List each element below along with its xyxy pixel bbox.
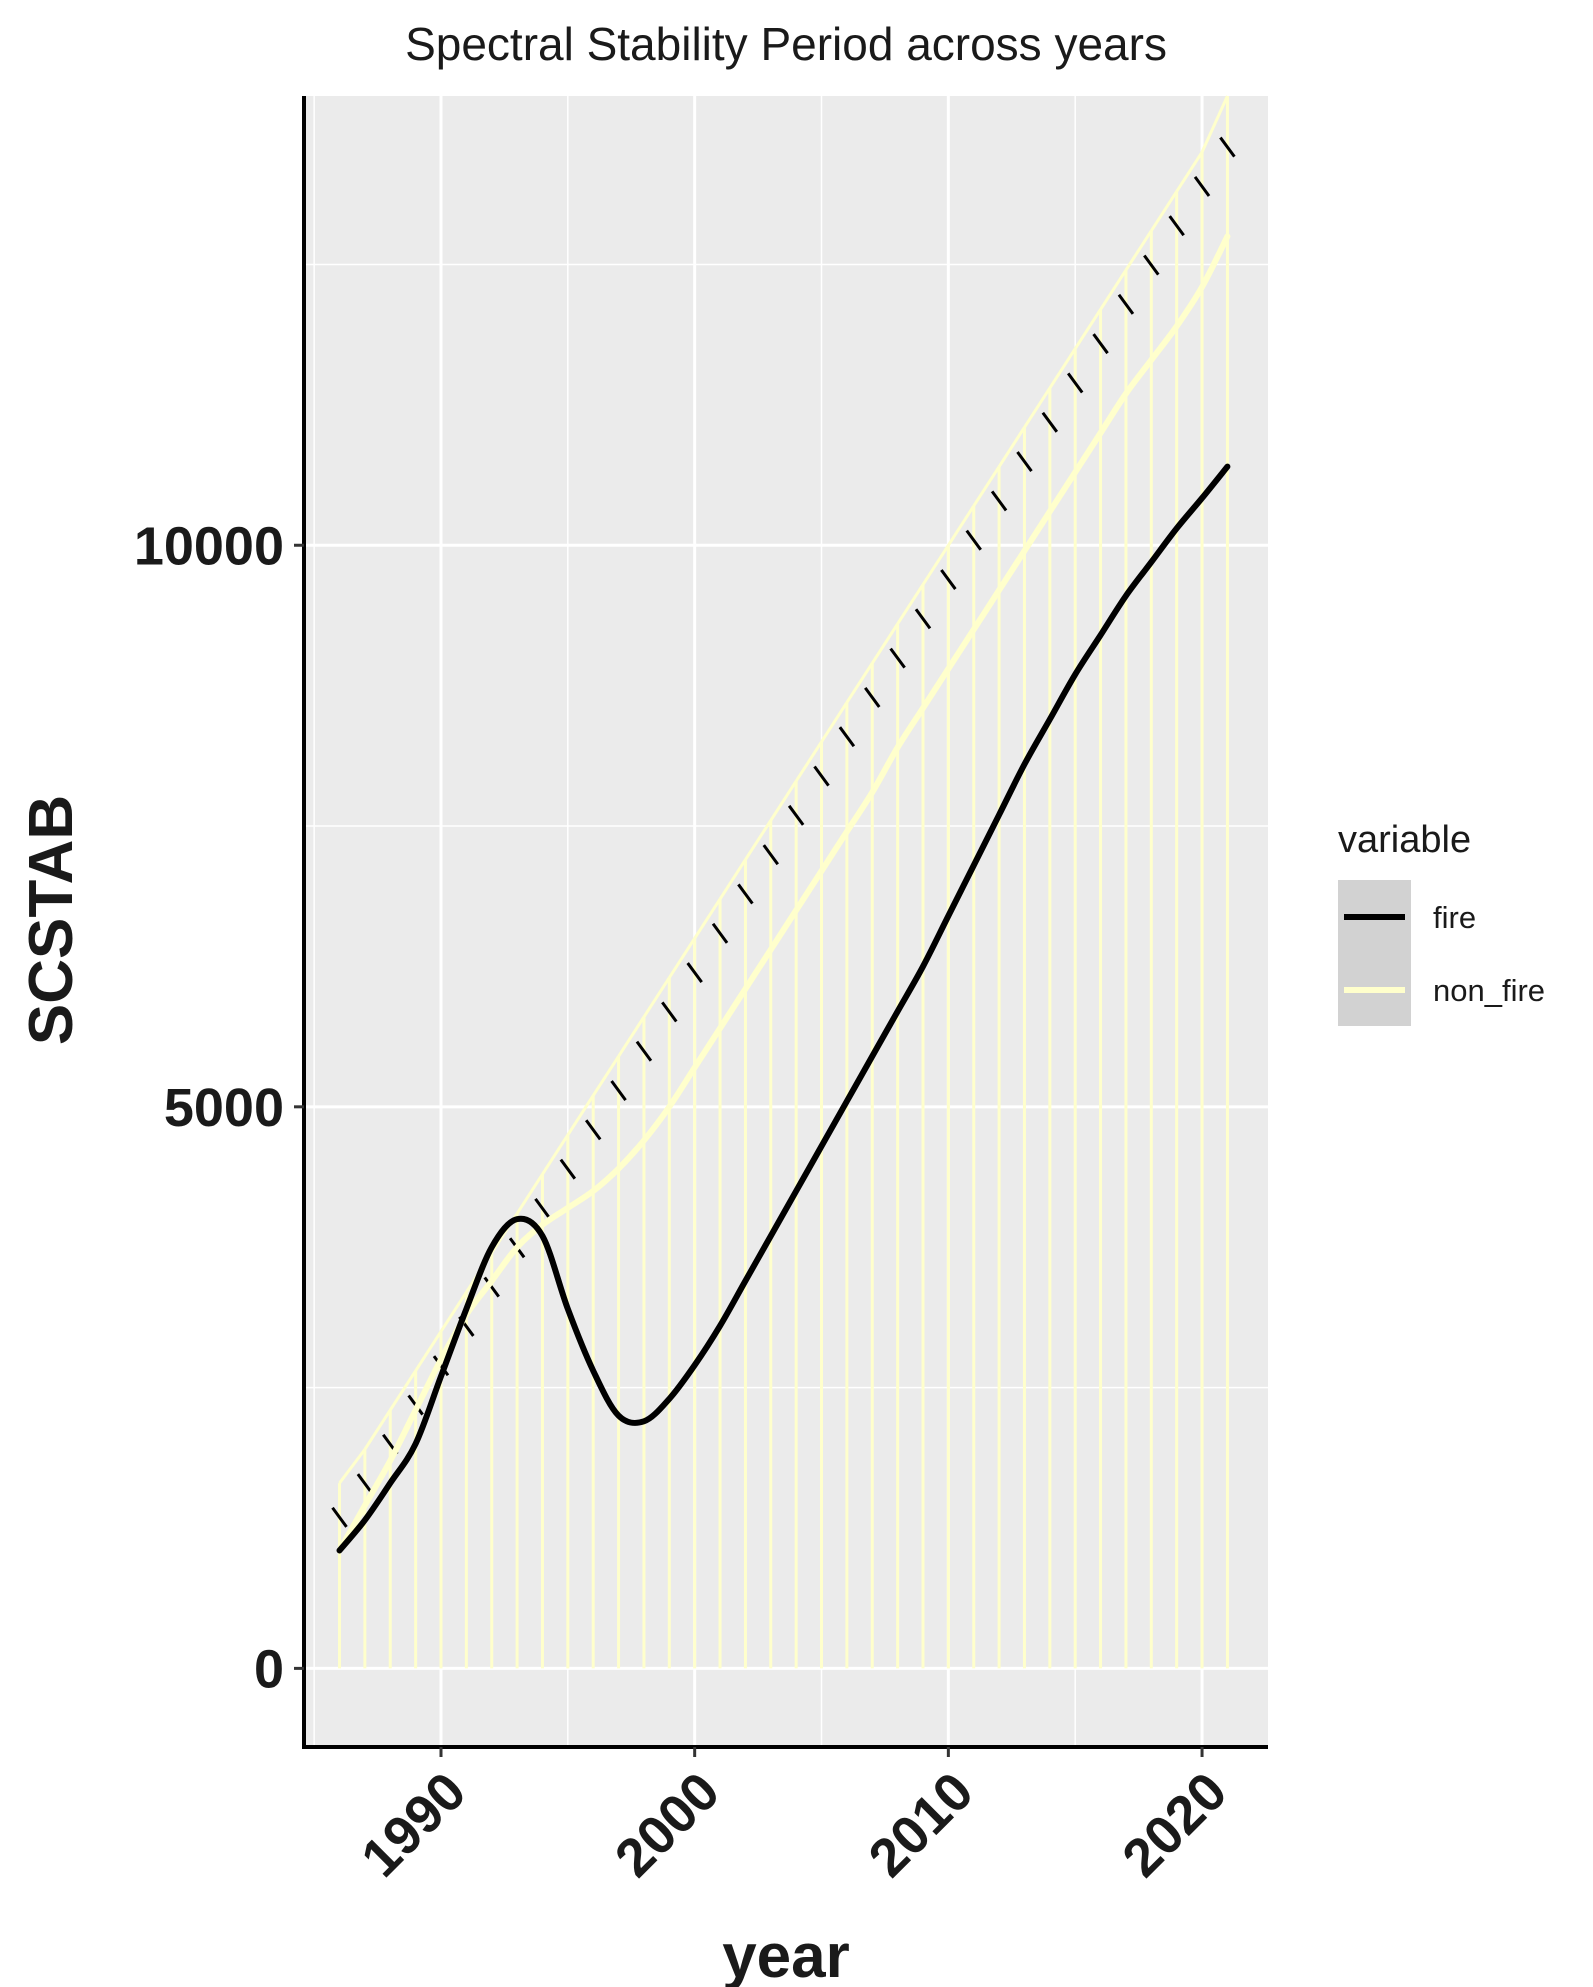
non-fire-bar-edge — [693, 898, 722, 940]
x-tick-label: 2010 — [857, 1761, 984, 1888]
fire-tick — [1168, 215, 1185, 237]
fire-tick — [559, 1158, 577, 1180]
fire-tick — [1117, 293, 1135, 315]
fire-ticks — [331, 136, 1236, 1528]
non-fire-bar-edge — [947, 505, 975, 547]
legend-title: variable — [1338, 819, 1471, 861]
fire-tick — [787, 804, 805, 826]
fire-tick — [940, 569, 957, 590]
non-fire-bar-edge — [338, 1448, 367, 1484]
non-fire-bar-edge — [896, 583, 925, 625]
non-fire-bar-edge — [414, 1330, 443, 1372]
fire-tick — [331, 1506, 348, 1528]
y-ticks: 0 5000 10000 — [134, 516, 304, 1699]
non-fire-bar-edge — [668, 937, 696, 979]
fire-tick — [737, 883, 754, 905]
fire-tick — [914, 608, 932, 630]
non-fire-bar-edge — [566, 1094, 595, 1136]
non-fire-bar-edge — [388, 1369, 417, 1411]
non-fire-bar-edge — [921, 544, 950, 586]
non-fire-bar-edge — [1175, 151, 1204, 193]
legend-label-non-fire: non_fire — [1433, 973, 1545, 1008]
y-tick-label: 0 — [254, 1639, 284, 1699]
x-tick-label: 2020 — [1111, 1761, 1238, 1888]
non-fire-bar-edge — [1023, 387, 1052, 429]
series-line-fire — [336, 463, 1231, 1554]
non-fire-bar-edge — [541, 1134, 570, 1176]
non-fire-bar-edge — [769, 780, 798, 822]
legend: variable fire non_fire — [1338, 819, 1545, 1026]
non-fire-bar-edge — [972, 465, 1001, 507]
non-fire-bar-edge — [363, 1409, 392, 1451]
fire-tick — [1016, 451, 1033, 473]
non-fire-bar-edge — [1200, 95, 1229, 153]
legend-key-bg — [1338, 880, 1411, 1026]
fire-tick — [965, 529, 982, 551]
non-fire-bar-edge — [591, 1055, 620, 1097]
non-fire-bar-edge — [617, 1016, 646, 1058]
non-fire-bar-edge — [515, 1173, 544, 1215]
fire-tick — [610, 1080, 627, 1101]
fire-tick — [711, 922, 729, 944]
fire-tick — [813, 765, 830, 787]
fire-tick — [483, 1276, 500, 1298]
fire-tick — [990, 490, 1008, 512]
x-ticks: 1990 2000 2010 2020 — [350, 1747, 1239, 1888]
series-line-non-fire — [336, 233, 1231, 1554]
non-fire-bar-edge — [794, 740, 823, 782]
fire-tick — [661, 1001, 678, 1023]
y-tick-label: 5000 — [164, 1078, 284, 1138]
non-fire-bar-edge — [718, 858, 747, 900]
non-fire-bars — [338, 95, 1229, 1669]
fire-tick — [864, 687, 881, 708]
fire-tick — [584, 1119, 602, 1141]
x-tick-label: 1990 — [350, 1761, 477, 1888]
non-fire-bar-edge — [1073, 308, 1102, 350]
chart-title: Spectral Stability Period across years — [405, 18, 1167, 70]
fire-tick — [1219, 136, 1236, 158]
fire-tick — [1041, 411, 1059, 433]
non-fire-bar-edge — [1124, 229, 1153, 271]
y-tick-label: 10000 — [134, 516, 284, 576]
non-fire-bar-edge — [845, 662, 874, 704]
non-fire-bar-edge — [1099, 269, 1128, 311]
fire-tick — [889, 647, 906, 669]
fire-tick — [762, 844, 779, 866]
non-fire-bar-edge — [997, 426, 1026, 468]
fire-tick — [534, 1198, 551, 1219]
non-fire-bar-edge — [820, 701, 849, 743]
fire-tick — [1092, 333, 1109, 355]
series-lines — [336, 233, 1231, 1554]
fire-tick — [1143, 254, 1160, 276]
fire-tick — [1066, 372, 1084, 394]
non-fire-bar-edge — [744, 819, 773, 861]
non-fire-bar-edge — [1048, 347, 1077, 389]
fire-tick — [838, 726, 856, 748]
x-tick-label: 2000 — [604, 1761, 731, 1888]
non-fire-bar-edge — [642, 976, 671, 1018]
non-fire-bar-edge — [870, 623, 899, 664]
y-axis-label: SCSTAB — [17, 795, 86, 1045]
fire-tick — [635, 1040, 653, 1062]
fire-tick — [356, 1473, 374, 1495]
legend-label-fire: fire — [1433, 900, 1476, 935]
non-fire-bar-edge — [1150, 190, 1178, 232]
non-fire-bar-edge — [439, 1291, 468, 1333]
fire-tick — [1193, 175, 1211, 197]
fire-tick — [686, 962, 703, 984]
x-axis-label: year — [722, 1922, 850, 1987]
